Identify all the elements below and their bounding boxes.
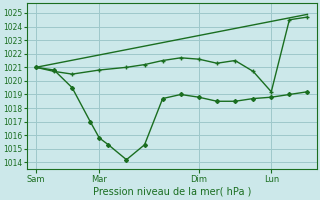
X-axis label: Pression niveau de la mer( hPa ): Pression niveau de la mer( hPa ) — [92, 187, 251, 197]
